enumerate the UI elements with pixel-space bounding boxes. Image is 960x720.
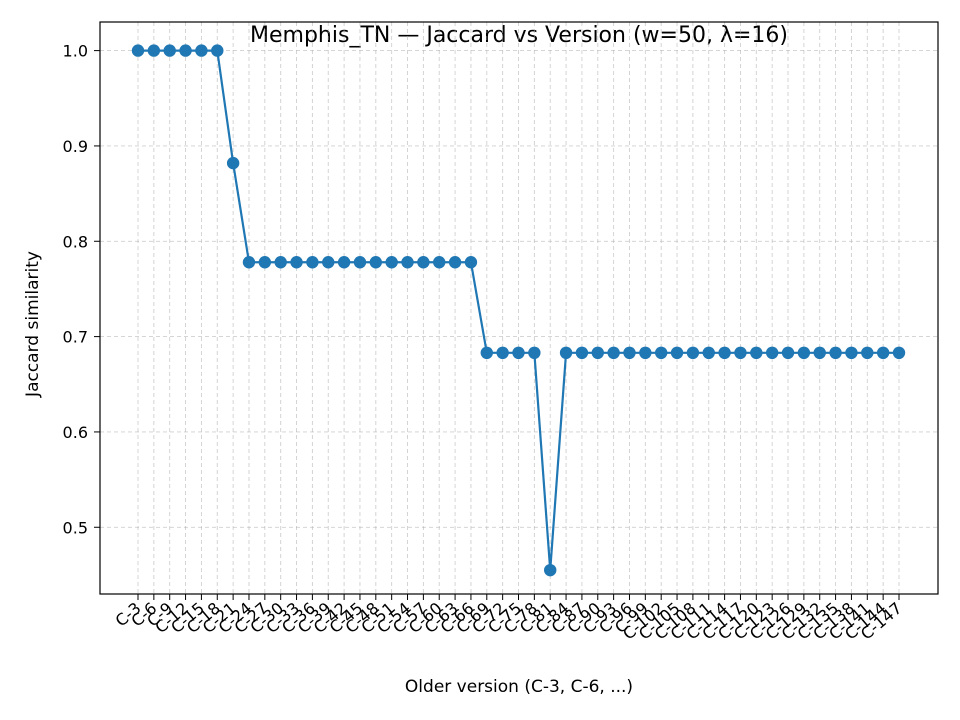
data-point bbox=[147, 44, 161, 57]
data-point bbox=[258, 256, 272, 269]
grid bbox=[100, 22, 938, 594]
data-point bbox=[734, 346, 747, 360]
data-point bbox=[654, 346, 668, 360]
data-point bbox=[322, 256, 335, 269]
data-point bbox=[670, 346, 684, 360]
data-point bbox=[353, 256, 367, 269]
y-tick-label: 0.8 bbox=[63, 232, 88, 251]
plot-frame bbox=[99, 21, 939, 595]
data-point bbox=[480, 346, 493, 360]
data-point bbox=[829, 346, 842, 360]
data-point bbox=[765, 346, 779, 360]
data-point bbox=[750, 346, 763, 360]
data-point bbox=[591, 346, 604, 360]
data-point bbox=[290, 256, 303, 269]
data-point bbox=[242, 256, 256, 269]
chart-title: Memphis_TN — Jaccard vs Version (w=50, λ… bbox=[250, 23, 788, 48]
data-point bbox=[337, 256, 351, 269]
data-point bbox=[639, 346, 652, 360]
data-point bbox=[496, 346, 509, 360]
data-point bbox=[464, 256, 478, 269]
data-point bbox=[163, 44, 176, 57]
data-point bbox=[718, 346, 731, 360]
y-tick-label: 0.5 bbox=[63, 518, 88, 537]
data-point bbox=[544, 563, 557, 577]
series-jaccard bbox=[131, 44, 906, 577]
data-point bbox=[528, 346, 541, 360]
data-point bbox=[211, 44, 224, 57]
data-point bbox=[813, 346, 826, 360]
data-point bbox=[876, 346, 890, 360]
data-point bbox=[226, 156, 240, 170]
data-point bbox=[845, 346, 858, 360]
data-point bbox=[559, 346, 573, 360]
y-axis-label: Jaccard similarity bbox=[23, 251, 43, 398]
data-point bbox=[575, 346, 589, 360]
data-point bbox=[861, 346, 874, 360]
data-point bbox=[623, 346, 636, 360]
data-point bbox=[686, 346, 700, 360]
data-point bbox=[512, 346, 525, 360]
y-tick-label: 0.6 bbox=[63, 423, 88, 442]
y-tick-label: 0.7 bbox=[63, 328, 88, 347]
y-axis-ticks: 0.5 0.6 0.7 0.8 0.9 1.0 bbox=[63, 42, 100, 537]
x-axis-ticks: C-3C-6C-9C-12C-15C-18C-21C-24C-27C-30C-3… bbox=[112, 594, 906, 644]
data-point bbox=[448, 256, 462, 269]
data-point bbox=[306, 256, 319, 269]
data-point bbox=[401, 256, 414, 269]
data-point bbox=[417, 256, 430, 269]
y-tick-label: 0.9 bbox=[63, 137, 88, 156]
data-point bbox=[369, 256, 383, 269]
data-point bbox=[195, 44, 208, 57]
data-point bbox=[274, 256, 287, 269]
data-point bbox=[385, 256, 398, 269]
data-point bbox=[433, 256, 446, 269]
data-point bbox=[131, 44, 145, 57]
data-point bbox=[702, 346, 715, 360]
y-tick-label: 1.0 bbox=[63, 42, 88, 61]
data-point bbox=[179, 44, 192, 57]
data-point bbox=[607, 346, 620, 360]
data-point bbox=[797, 346, 811, 360]
x-axis-label: Older version (C-3, C-6, ...) bbox=[405, 677, 633, 697]
data-point bbox=[892, 346, 906, 360]
data-point bbox=[781, 346, 795, 360]
